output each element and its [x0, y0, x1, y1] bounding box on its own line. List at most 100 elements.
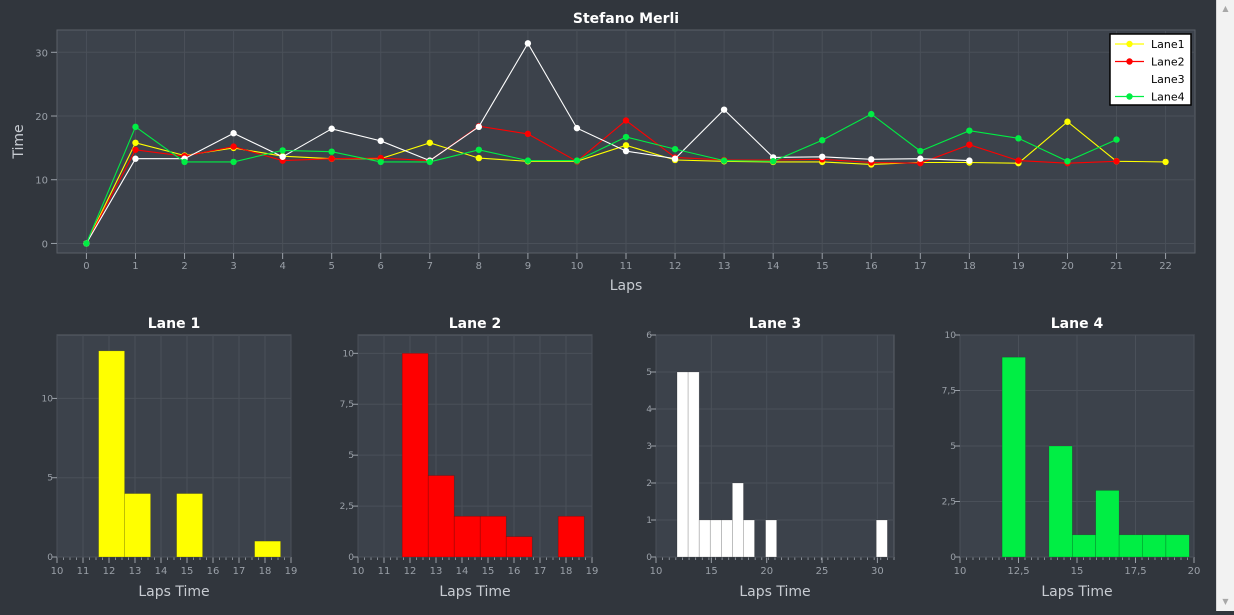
data-point [819, 137, 826, 144]
series-line [85, 113, 1117, 244]
x-tick-label: 12 [669, 261, 682, 272]
data-point [917, 159, 924, 167]
histogram-bar [1048, 445, 1073, 558]
x-tick-label: 19 [285, 566, 298, 577]
data-point [1113, 158, 1120, 165]
data-point [622, 142, 630, 149]
y-tick-label: 20 [35, 112, 48, 123]
histogram-title: Lane 1 [148, 316, 200, 332]
x-tick-label: 10 [954, 566, 967, 577]
plot-area [56, 334, 292, 558]
data-point [622, 117, 630, 124]
data-point [1162, 158, 1169, 166]
series-line [85, 119, 1117, 244]
x-tick-label: 15 [705, 566, 718, 577]
x-tick-label: 15 [482, 566, 495, 577]
legend-label: Lane4 [1151, 91, 1185, 104]
histogram-bar [453, 515, 481, 558]
data-point [917, 155, 924, 162]
x-tick-label: 11 [77, 566, 90, 577]
histogram-bar [1072, 534, 1097, 558]
charts-dashboard: 0 1 2 3 4 5 6 7 8 9 10 11 12 13 14 15 16 17 18 19 20 21 22 0 10 2… [11, 11, 1201, 600]
x-tick-label: 14 [155, 566, 168, 577]
legend-item: Lane3 [1115, 73, 1185, 86]
data-point [475, 154, 483, 162]
histogram-bar [709, 519, 722, 558]
y-tick-label: 0 [42, 239, 48, 250]
lap-time-line-chart: 0 1 2 3 4 5 6 7 8 9 10 11 12 13 14 15 16 17 18 19 20 21 220102… [11, 11, 1196, 294]
data-point [328, 155, 335, 162]
x-tick-label: 20 [1188, 566, 1201, 577]
y-tick-label: 5 [47, 474, 53, 484]
data-point [573, 124, 581, 132]
scroll-down-arrow-icon[interactable]: ▼ [1222, 597, 1229, 606]
histogram-title: Lane 4 [1051, 316, 1104, 332]
x-tick-label: 13 [129, 566, 142, 577]
histogram-lane-3: 10 15 20 25 30 0 1 2 3 4 5 6 Lane 3 Laps Time [646, 316, 895, 600]
data-point [132, 146, 139, 153]
data-point [966, 127, 973, 134]
data-point [1064, 118, 1071, 125]
histogram-bar [1165, 534, 1190, 558]
histogram-bar [479, 515, 507, 558]
x-tick-label: 16 [865, 261, 878, 272]
x-tick-label: 7 [427, 261, 433, 272]
histogram-title: Lane 2 [449, 316, 501, 332]
histogram-bar [721, 519, 733, 558]
data-point [671, 155, 679, 162]
histogram-lane-2: 10 11 12 13 14 15 16 17 18 19 0 2,5 5 7,5 10 Lane 2 Laps… [340, 316, 599, 600]
legend-label: Lane1 [1151, 38, 1185, 51]
vertical-scrollbar[interactable]: ▲ ▼ [1216, 0, 1234, 611]
data-point [132, 155, 139, 162]
x-tick-label: 13 [718, 261, 731, 272]
x-tick-label: 17 [914, 261, 927, 272]
data-point [622, 133, 630, 141]
y-tick-label: 0 [950, 553, 956, 563]
y-tick-label: 30 [35, 48, 48, 59]
data-point [132, 123, 139, 131]
y-tick-label: 10 [35, 176, 48, 187]
data-point [328, 125, 335, 132]
data-point [83, 240, 90, 247]
scroll-up-arrow-icon[interactable]: ▲ [1222, 4, 1229, 13]
x-tick-label: 12,5 [1007, 566, 1029, 577]
histogram-lane-1: 10 11 12 13 14 15 16 17 18 19 0 5 10 Lane 1 Laps Time [42, 316, 298, 600]
series-lane4 [83, 110, 1120, 247]
x-tick-label: 10 [571, 261, 584, 272]
histogram-bar [557, 515, 585, 558]
data-point [279, 147, 286, 154]
x-tick-label: 2 [181, 261, 187, 272]
y-axis-label: Time [11, 124, 27, 159]
x-axis-label: Laps Time [739, 584, 810, 600]
legend-marker [1126, 75, 1133, 83]
data-point [819, 153, 826, 160]
histogram-lane-4: 10 12,5 15 17,5 20 0 2,5 5 7,5 10 Lane 4 Laps Time [942, 316, 1201, 600]
histogram-bar [732, 482, 744, 558]
data-point [671, 145, 679, 153]
data-point [917, 147, 924, 155]
data-point [181, 158, 188, 166]
histogram-bar [401, 353, 429, 558]
histogram-bar [743, 519, 755, 558]
data-point [868, 110, 875, 118]
legend-item: Lane1 [1115, 38, 1185, 51]
x-tick-label: 5 [329, 261, 335, 272]
legend-marker [1126, 40, 1133, 48]
x-tick-label: 20 [1061, 261, 1074, 272]
x-tick-label: 6 [378, 261, 384, 272]
data-point [132, 139, 139, 146]
legend-item: Lane4 [1115, 91, 1185, 104]
y-tick-label: 10 [945, 331, 957, 341]
histogram-bar [765, 519, 777, 558]
x-tick-label: 14 [767, 261, 780, 272]
y-tick-label: 5 [348, 451, 354, 461]
data-point [1113, 136, 1120, 143]
y-tick-label: 4 [646, 405, 652, 415]
data-point [573, 157, 581, 164]
x-tick-label: 17 [233, 566, 246, 577]
x-tick-label: 15 [1071, 566, 1084, 577]
x-tick-label: 12 [103, 566, 116, 577]
data-point [377, 137, 384, 145]
x-axis-label: Laps Time [138, 584, 209, 600]
legend-box [1109, 33, 1192, 106]
